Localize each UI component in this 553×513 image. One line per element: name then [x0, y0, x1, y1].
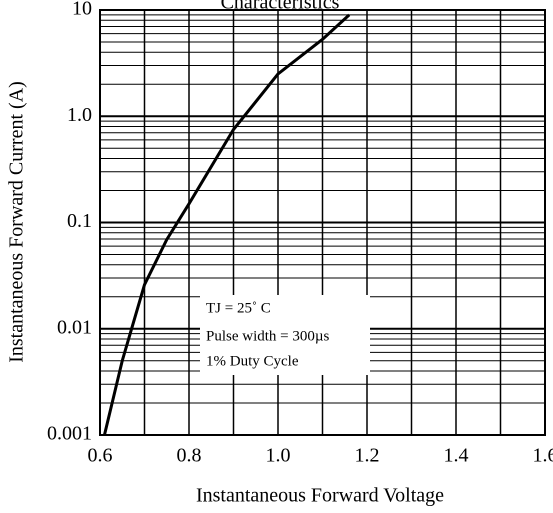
- x-tick-label: 1.4: [444, 445, 469, 467]
- annotation: Pulse width = 300µs: [206, 328, 330, 344]
- x-tick-label: 0.6: [88, 445, 113, 467]
- y-tick-label: 0.1: [67, 210, 92, 232]
- plot: [102, 13, 351, 436]
- y-tick-label: 1.0: [67, 104, 92, 126]
- x-tick-label: 1.0: [266, 445, 291, 467]
- annotation: TJ = 25˚ C: [206, 300, 271, 316]
- plot-frame: [99, 9, 546, 436]
- x-tick-label: 1.2: [355, 445, 380, 467]
- annotation: 1% Duty Cycle: [206, 353, 299, 369]
- y-axis-label: Instantaneous Forward Current (A): [6, 81, 28, 363]
- x-axis-label: Instantaneous Forward Voltage: [196, 485, 444, 507]
- x-tick-label: 1.6: [533, 445, 553, 467]
- annotation-box: [200, 295, 370, 375]
- y-tick-label: 0.001: [47, 423, 92, 445]
- grid: 0.001 0.01 0.1 1.0 10 0.6 0.8 1.0 1.2 1.4 1.6: [47, 0, 553, 467]
- x-tick-label: 0.8: [177, 445, 202, 467]
- y-tick-label: 0.01: [57, 316, 92, 338]
- line: [102, 13, 351, 436]
- y-tick-label: 10: [72, 0, 92, 20]
